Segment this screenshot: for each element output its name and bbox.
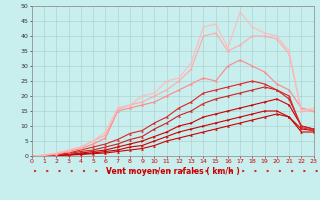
X-axis label: Vent moyen/en rafales ( km/h ): Vent moyen/en rafales ( km/h ) [106,167,240,176]
